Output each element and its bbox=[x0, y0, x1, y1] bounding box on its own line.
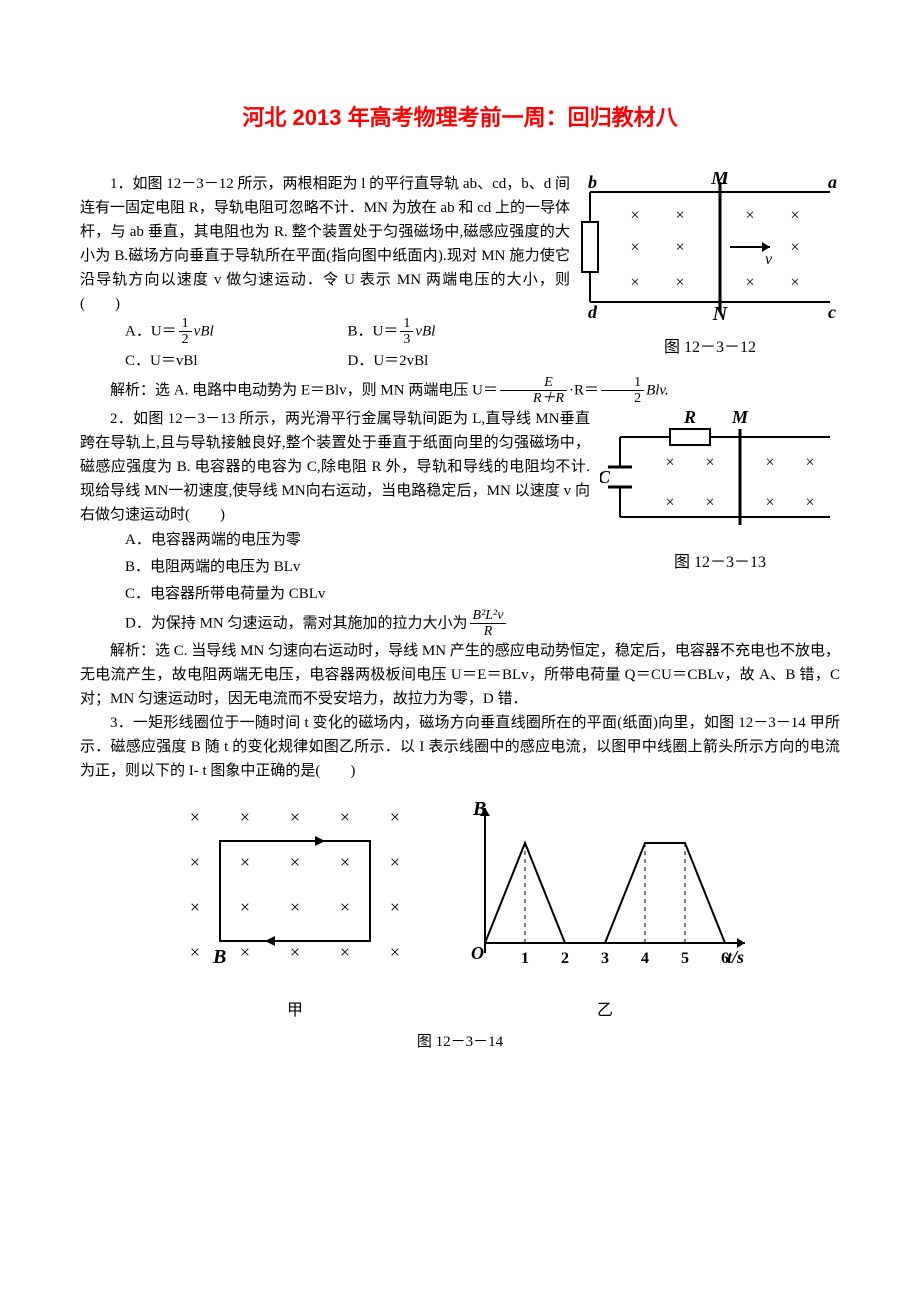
axis-B: B bbox=[472, 798, 486, 820]
figure-yi: B O t/s 1 2 3 4 5 6 bbox=[455, 793, 755, 1020]
svg-text:6: 6 bbox=[721, 950, 729, 967]
svg-text:×: × bbox=[790, 239, 799, 256]
label-a: a bbox=[828, 172, 837, 192]
label-B-left: B bbox=[212, 946, 226, 968]
svg-text:2: 2 bbox=[561, 950, 569, 967]
svg-text:×: × bbox=[630, 207, 639, 224]
svg-text:1: 1 bbox=[521, 950, 529, 967]
svg-text:5: 5 bbox=[681, 950, 689, 967]
page-title: 河北 2013 年高考物理考前一周：回归教材八 bbox=[80, 100, 840, 132]
svg-text:×: × bbox=[705, 454, 714, 471]
label-b: b bbox=[588, 172, 597, 192]
svg-text:×: × bbox=[675, 274, 684, 291]
svg-text:×: × bbox=[630, 274, 639, 291]
figure-12-3-12-caption: 图 12－3－12 bbox=[580, 333, 840, 357]
svg-text:×: × bbox=[630, 239, 639, 256]
label-c: c bbox=[828, 302, 836, 322]
figure-jia-label: 甲 bbox=[165, 996, 425, 1020]
svg-text:×: × bbox=[340, 942, 350, 962]
svg-text:×: × bbox=[675, 207, 684, 224]
svg-text:×: × bbox=[665, 454, 674, 471]
figure-12-3-13: × × × × × × × × R M C 图 12－3－13 bbox=[600, 407, 840, 572]
svg-text:×: × bbox=[390, 852, 400, 872]
figure-12-3-14-caption: 图 12－3－14 bbox=[80, 1030, 840, 1051]
q1-option-b: B．U＝13vBl bbox=[348, 316, 571, 348]
label-R2: R bbox=[683, 407, 696, 427]
svg-text:×: × bbox=[390, 897, 400, 917]
label-M: M bbox=[710, 172, 730, 189]
label-v: v bbox=[765, 251, 773, 268]
q2-answer: 解析：选 C. 当导线 MN 匀速向右运动时，导线 MN 产生的感应电动势恒定，… bbox=[80, 639, 840, 711]
figure-12-3-14: × × × × × × × × × × × × × × × × × × × × B 甲 bbox=[80, 793, 840, 1020]
question-1: ×××× ××× ×××× v M N b a d c R 图 12－3－12 … bbox=[80, 172, 840, 407]
label-d: d bbox=[588, 302, 598, 322]
svg-text:×: × bbox=[240, 852, 250, 872]
svg-text:×: × bbox=[340, 852, 350, 872]
svg-text:×: × bbox=[790, 207, 799, 224]
figure-12-3-13-caption: 图 12－3－13 bbox=[600, 548, 840, 572]
svg-text:×: × bbox=[340, 897, 350, 917]
svg-text:×: × bbox=[805, 454, 814, 471]
q3-stem: 3．一矩形线圈位于一随时间 t 变化的磁场内，磁场方向垂直线圈所在的平面(纸面)… bbox=[80, 711, 840, 783]
axis-O: O bbox=[471, 943, 484, 963]
svg-text:×: × bbox=[340, 807, 350, 827]
svg-text:×: × bbox=[190, 897, 200, 917]
figure-12-3-12: ×××× ××× ×××× v M N b a d c R 图 12－3－12 bbox=[580, 172, 840, 357]
question-3: 3．一矩形线圈位于一随时间 t 变化的磁场内，磁场方向垂直线圈所在的平面(纸面)… bbox=[80, 711, 840, 1051]
q2-option-c: C．电容器所带电荷量为 CBLv bbox=[125, 581, 840, 608]
svg-text:×: × bbox=[705, 494, 714, 511]
svg-text:×: × bbox=[240, 807, 250, 827]
svg-text:4: 4 bbox=[641, 950, 649, 967]
question-2: ×××× ×××× R M C 图 12－3－13 2．如图 12－3－13 所… bbox=[80, 407, 840, 712]
svg-text:×: × bbox=[390, 807, 400, 827]
svg-text:×: × bbox=[675, 239, 684, 256]
q1-answer: 解析：选 A. 电路中电动势为 E＝Blv，则 MN 两端电压 U＝ER＋R·R… bbox=[80, 375, 840, 407]
svg-text:×: × bbox=[290, 852, 300, 872]
label-M2: M bbox=[731, 407, 749, 427]
svg-text:×: × bbox=[745, 207, 754, 224]
svg-text:×: × bbox=[290, 807, 300, 827]
svg-text:×: × bbox=[765, 454, 774, 471]
svg-text:×: × bbox=[665, 494, 674, 511]
svg-text:3: 3 bbox=[601, 950, 609, 967]
q1-option-d: D．U＝2vBl bbox=[348, 348, 571, 375]
svg-text:×: × bbox=[290, 897, 300, 917]
svg-text:×: × bbox=[240, 897, 250, 917]
svg-text:×: × bbox=[290, 942, 300, 962]
svg-text:×: × bbox=[790, 274, 799, 291]
svg-text:×: × bbox=[190, 852, 200, 872]
figure-yi-label: 乙 bbox=[455, 996, 755, 1020]
svg-text:×: × bbox=[240, 942, 250, 962]
q1-option-a: A．U＝12vBl bbox=[125, 316, 348, 348]
svg-text:×: × bbox=[390, 942, 400, 962]
svg-text:×: × bbox=[805, 494, 814, 511]
figure-jia: × × × × × × × × × × × × × × × × × × × × B 甲 bbox=[165, 793, 425, 1020]
label-N: N bbox=[712, 303, 729, 322]
svg-text:×: × bbox=[765, 494, 774, 511]
q2-option-d: D．为保持 MN 匀速运动，需对其施加的拉力大小为B²L²vR bbox=[125, 608, 840, 640]
svg-text:×: × bbox=[190, 807, 200, 827]
svg-text:×: × bbox=[190, 942, 200, 962]
q1-option-c: C．U＝vBl bbox=[125, 348, 348, 375]
label-C: C bbox=[600, 467, 611, 487]
svg-text:×: × bbox=[745, 274, 754, 291]
axis-t: t/s bbox=[727, 947, 744, 967]
